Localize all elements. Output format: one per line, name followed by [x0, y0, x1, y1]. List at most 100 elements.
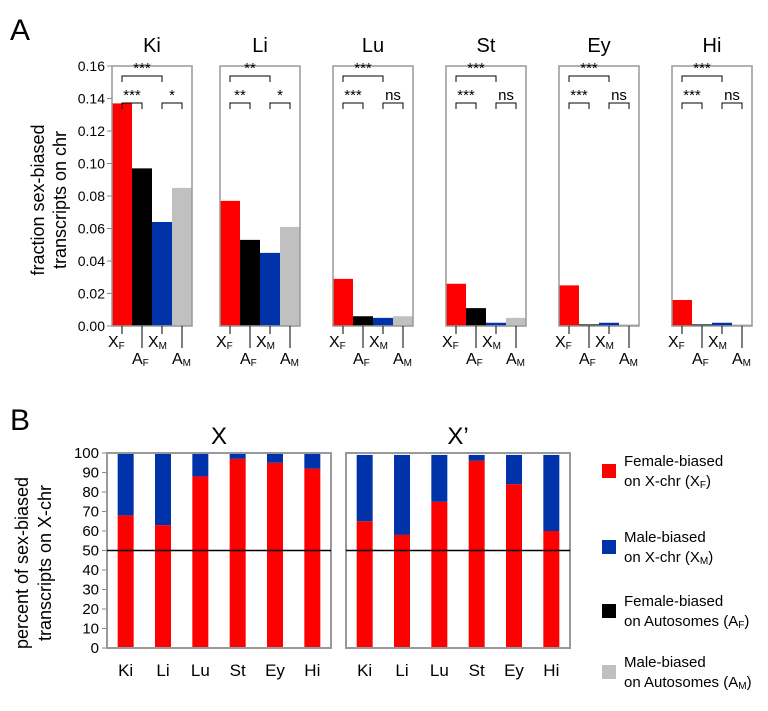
- panel-a-cat-label: XF: [108, 334, 125, 352]
- panel-b-cat-label: Li: [156, 661, 169, 680]
- legend-swatch: [602, 665, 616, 679]
- panel-a-bar: [333, 278, 353, 326]
- panel-b-bar: [192, 476, 209, 648]
- panel-a-sig-label: ns: [724, 87, 740, 104]
- panel-a-cat-label: AF: [466, 351, 483, 369]
- panel-b-bar: [155, 525, 171, 648]
- panel-a-sig-label: ***: [580, 60, 598, 77]
- panel-a-bar: [220, 200, 240, 326]
- panel-a-tissue-title: Li: [252, 35, 268, 57]
- panel-b-bar: [356, 521, 373, 648]
- panel-a-frame: [445, 65, 527, 327]
- panel-b-bar: [229, 458, 246, 648]
- panel-b-ytick-label: 30: [82, 582, 99, 599]
- panel-a-sig-label: ns: [611, 87, 627, 104]
- panel-b-ytick-label: 50: [82, 543, 99, 560]
- panel-a-sig-bracket: [608, 102, 630, 109]
- panel-b-cat-label: Ki: [118, 661, 133, 680]
- panel-a-sig-label: *: [169, 87, 175, 104]
- panel-a-ytick-label: 0.14: [78, 91, 105, 107]
- panel-a-sig-label: ***: [457, 87, 475, 104]
- panel-a-bar: [280, 226, 300, 326]
- panel-b-chart-title: X: [211, 423, 227, 450]
- panel-a-sig-label: ***: [344, 87, 362, 104]
- panel-b-cat-label: Lu: [430, 661, 449, 680]
- panel-b-cat-label: Ey: [504, 661, 524, 680]
- panel-a-ylabel-line2: transcripts on chr: [50, 131, 70, 269]
- panel-b-cat-label: Lu: [191, 661, 210, 680]
- panel-b-cat-label: Ey: [265, 661, 285, 680]
- panel-a-sig-bracket: [269, 102, 291, 109]
- panel-a-sig-bracket: [681, 75, 723, 82]
- panel-a-bar: [393, 316, 413, 326]
- panel-a-sig-label: ns: [498, 87, 514, 104]
- panel-b-bar: [192, 453, 209, 477]
- panel-a-sig-bracket: [568, 75, 610, 82]
- panel-b-bar: [431, 501, 448, 648]
- panel-a-sig-label: ***: [683, 87, 701, 104]
- panel-a-ytick-label: 0.10: [78, 156, 105, 172]
- panel-b-ytick-label: 70: [82, 504, 99, 521]
- panel-a-sig-label: **: [244, 60, 256, 77]
- panel-b-charts: 0 10 20 30 40 50 60 70 80 90 100 X Ki Li Lu St Ey Hi X’ Ki L…: [74, 423, 571, 680]
- panel-a-cat-label: AM: [619, 351, 638, 369]
- panel-a-sig-label: ***: [133, 60, 151, 77]
- panel-a-sig-bracket: [229, 75, 271, 82]
- panel-b-ytick-label: 10: [82, 621, 99, 638]
- panel-b-cat-label: Hi: [304, 661, 320, 680]
- panel-b-ytick-label: 0: [91, 640, 99, 657]
- legend-label-line2: on X-chr (XM): [624, 549, 713, 567]
- panel-a-tissue-title: Ey: [587, 35, 610, 57]
- panel-a-sig-label: ns: [385, 87, 401, 104]
- panel-a-tissue-title: St: [477, 35, 496, 57]
- panel-a-sig-bracket: [229, 102, 251, 109]
- panel-a-sig-bracket: [568, 102, 590, 109]
- panel-a-bar: [353, 316, 373, 326]
- panel-b-cat-label: Li: [395, 661, 408, 680]
- panel-b-bar: [356, 454, 373, 522]
- panel-a-ytick-label: 0.16: [78, 58, 105, 74]
- panel-a-frame: [219, 65, 301, 327]
- panel-a-cat-label: AM: [506, 351, 525, 369]
- panel-a-bar: [240, 239, 260, 326]
- panel-a-sig-bracket: [161, 102, 183, 109]
- panel-a-cat-label: XM: [369, 334, 388, 352]
- panel-a-cat-label: XF: [555, 334, 572, 352]
- panel-a-frame: [558, 65, 640, 327]
- panel-a-frame: [111, 65, 193, 327]
- legend-swatch: [602, 540, 616, 554]
- panel-b-bar: [506, 454, 522, 485]
- panel-a-cat-label: XF: [216, 334, 233, 352]
- panel-a-bar: [619, 324, 639, 326]
- panel-a-cat-label: XM: [708, 334, 727, 352]
- panel-a-sig-bracket: [721, 102, 743, 109]
- panel-a-cat-label: AM: [172, 351, 191, 369]
- panel-a-cat-label: AF: [353, 351, 370, 369]
- panel-b-bar: [304, 468, 321, 648]
- panel-b-bar: [117, 453, 134, 516]
- panel-a-bar: [373, 317, 393, 326]
- panel-b-bar: [267, 453, 283, 463]
- panel-b-bar: [506, 484, 522, 648]
- panel-a-ytick-label: 0.12: [78, 123, 105, 139]
- panel-a-bar: [672, 300, 692, 326]
- panel-a-bar: [152, 222, 172, 326]
- legend-label-line2: on X-chr (XF): [624, 473, 711, 491]
- panel-b-bar: [229, 453, 246, 459]
- panel-a-bar: [559, 285, 579, 326]
- panel-a-ylabel-line1: fraction sex-biased: [28, 124, 48, 275]
- panel-a-cat-label: AF: [132, 351, 149, 369]
- panel-a-bar: [692, 324, 712, 326]
- panel-a-cat-label: AM: [280, 351, 299, 369]
- panel-a-bar: [446, 283, 466, 326]
- panel-a-ytick-label: 0.08: [78, 188, 105, 204]
- panel-a-cat-label: XM: [256, 334, 275, 352]
- panel-a-cat-label: AF: [579, 351, 596, 369]
- panel-a-cat-label: AM: [732, 351, 751, 369]
- panel-a-bar: [712, 322, 732, 326]
- panel-b-bar: [394, 454, 410, 535]
- legend-label-line1: Male-biased: [624, 529, 706, 546]
- panel-b-ytick-label: 100: [74, 445, 99, 462]
- panel-a-sig-label: ***: [123, 87, 141, 104]
- panel-a-sig-label: **: [234, 87, 246, 104]
